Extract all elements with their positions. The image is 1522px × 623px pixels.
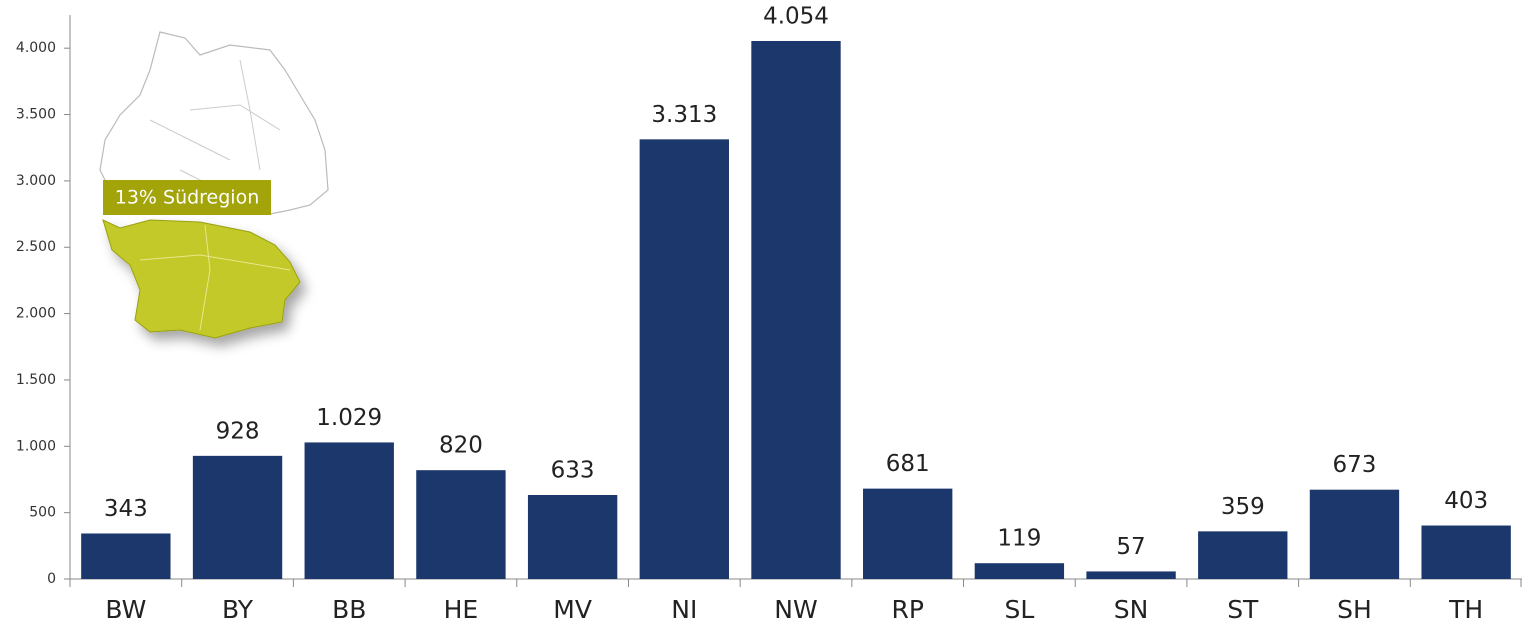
x-tick-label: RP <box>891 595 923 623</box>
x-tick-label: NI <box>671 595 697 623</box>
bar <box>974 563 1065 579</box>
bar <box>192 455 283 579</box>
bar <box>1309 489 1400 579</box>
value-label: 673 <box>1333 452 1377 478</box>
x-tick-label: SL <box>1004 595 1034 623</box>
x-tick-label: BW <box>105 595 146 623</box>
x-tick-label: SN <box>1114 595 1149 623</box>
y-tick-label: 2.000 <box>16 306 56 322</box>
y-tick-label: 0 <box>47 571 56 587</box>
bar <box>81 533 171 579</box>
x-tick-label: TH <box>1448 595 1483 623</box>
y-tick-label: 1.500 <box>16 372 56 388</box>
value-label: 1.029 <box>316 405 382 431</box>
x-tick-label: BY <box>222 595 254 623</box>
bar <box>1198 531 1288 579</box>
x-tick-label: NW <box>774 595 817 623</box>
bar <box>751 41 841 579</box>
value-label: 820 <box>439 433 483 459</box>
y-tick-label: 1.000 <box>16 438 56 454</box>
value-label: 633 <box>551 457 595 483</box>
annotation-box <box>103 180 271 215</box>
y-tick-label: 4.000 <box>16 40 56 56</box>
value-label: 928 <box>216 418 260 444</box>
map-south-borders <box>139 224 291 331</box>
bar <box>1086 571 1176 579</box>
x-tick-label: HE <box>444 595 479 623</box>
bar <box>304 442 394 579</box>
x-tick-label: ST <box>1227 595 1259 623</box>
map-inset: 13% Südregion <box>99 31 329 339</box>
annotation: 13% Südregion <box>115 187 260 209</box>
value-label: 343 <box>104 496 148 522</box>
bar <box>1421 525 1511 579</box>
bar <box>527 494 618 579</box>
map-north <box>99 31 329 215</box>
value-label: 4.054 <box>763 4 829 30</box>
value-label: 119 <box>997 526 1041 552</box>
value-label: 403 <box>1444 488 1488 514</box>
value-label: 359 <box>1221 494 1265 520</box>
x-tick-label: MV <box>553 595 592 623</box>
value-label: 3.313 <box>651 102 717 128</box>
bar <box>416 470 506 579</box>
y-tick-label: 500 <box>29 505 56 521</box>
y-tick-label: 3.500 <box>16 107 56 123</box>
x-tick-label: SH <box>1337 595 1372 623</box>
value-label: 57 <box>1116 534 1145 560</box>
y-tick-label: 2.500 <box>16 239 56 255</box>
map-borders <box>149 59 281 191</box>
value-label: 681 <box>886 451 930 477</box>
map-south <box>102 219 301 339</box>
bar <box>863 488 953 579</box>
bar <box>639 139 729 580</box>
y-tick-label: 3.000 <box>16 173 56 189</box>
x-tick-label: BB <box>332 595 366 623</box>
